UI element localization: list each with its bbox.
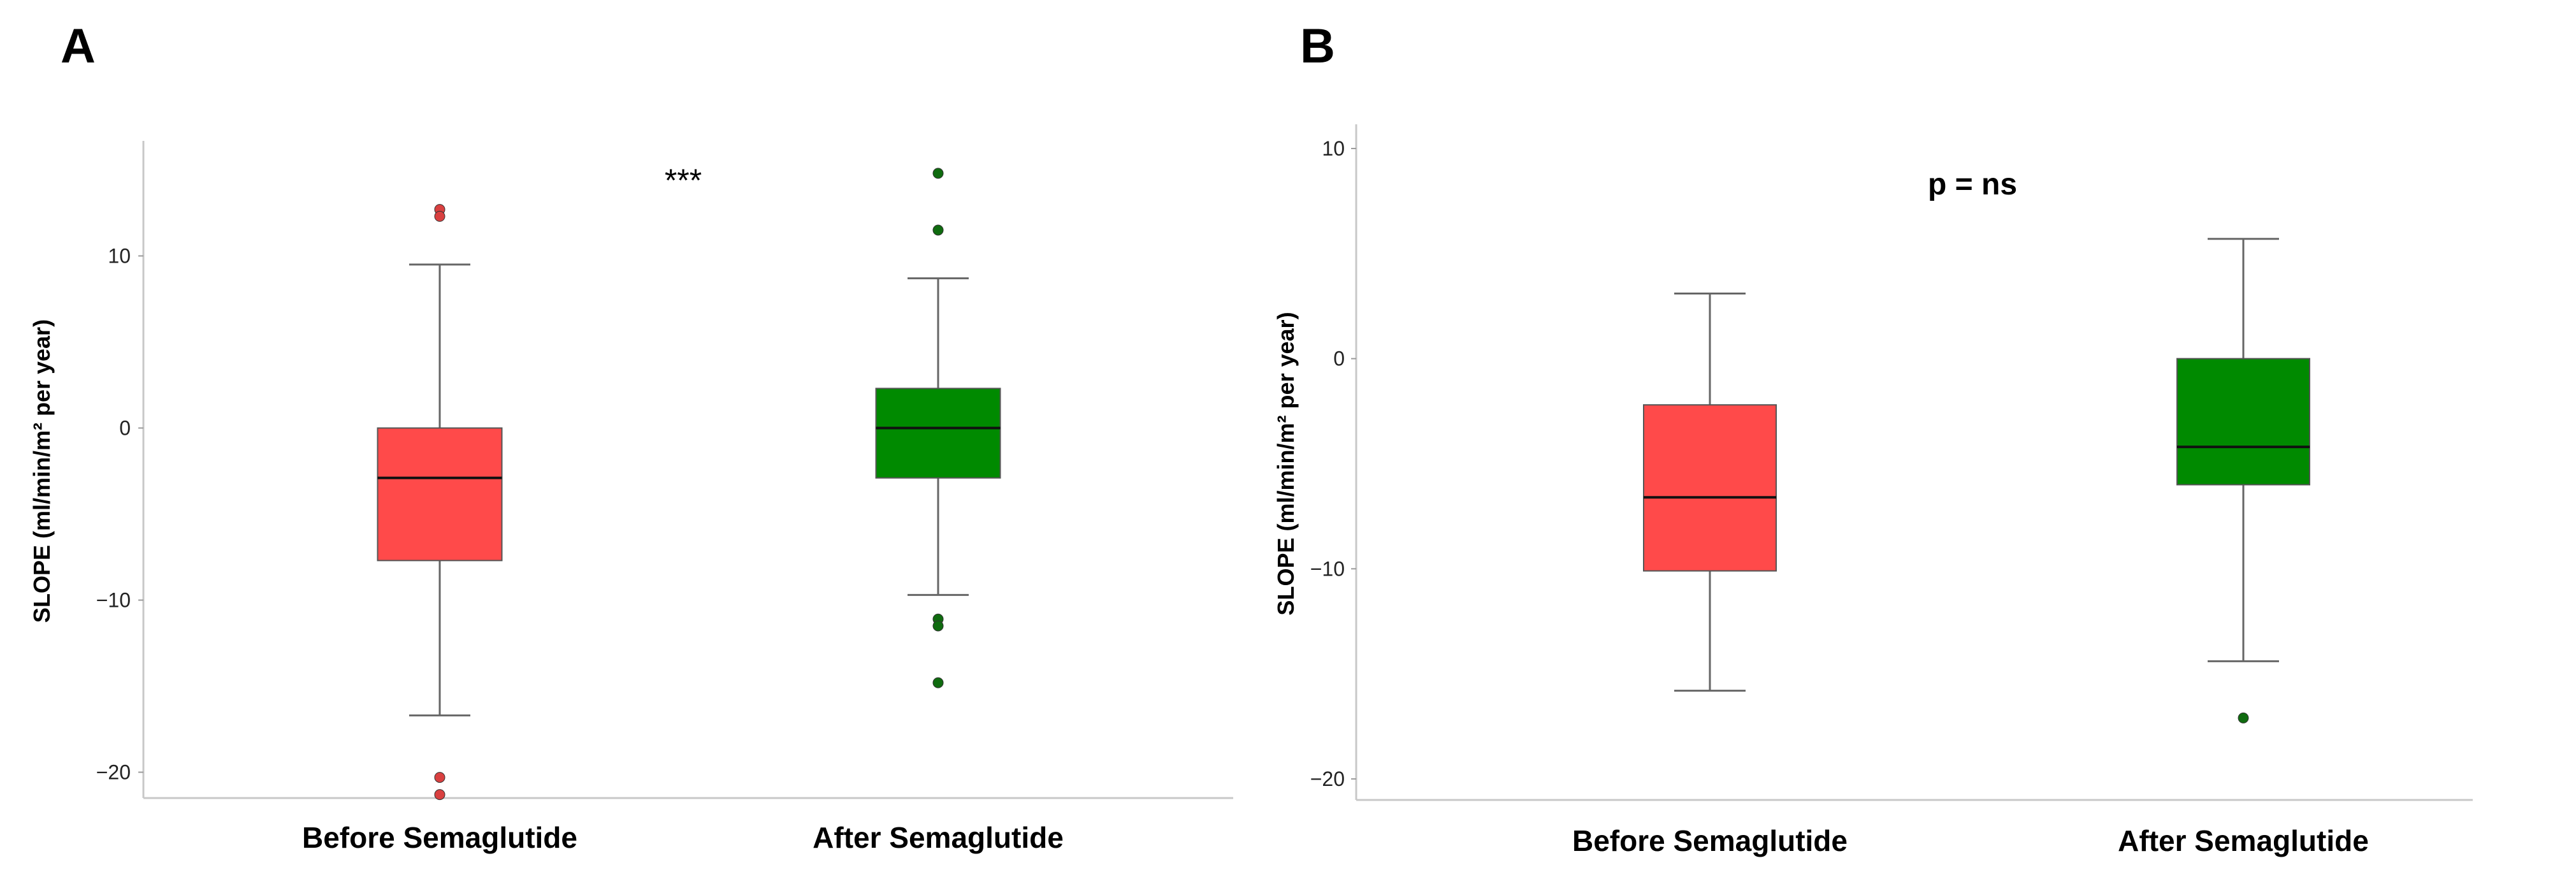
significance-annotation: *** — [665, 163, 702, 198]
iqr-box — [2176, 358, 2310, 486]
panel-b: B p = ns SLOPE (ml/min/m² per year) Befo… — [1273, 19, 2473, 857]
y-tick-label: 0 — [119, 417, 131, 440]
panel-a-label: A — [61, 19, 96, 73]
outlier-point — [434, 789, 445, 801]
y-tick-label: −20 — [1310, 767, 1345, 790]
significance-annotation: p = ns — [1928, 168, 2017, 201]
panel-a: A *** SLOPE (ml/min/m² per year) Before … — [29, 19, 1233, 854]
x-category-label-after: After Semaglutide — [813, 821, 1064, 854]
x-category-label-before: Before Semaglutide — [1572, 824, 1848, 857]
box-after-semaglutide — [875, 168, 1001, 688]
iqr-box — [1643, 404, 1777, 572]
outlier-point — [2238, 712, 2249, 723]
x-category-label-after: After Semaglutide — [2118, 824, 2369, 857]
y-axis-label: SLOPE (ml/min/m² per year) — [1273, 312, 1299, 615]
y-tick-label: −10 — [1310, 557, 1345, 580]
outlier-point — [932, 224, 944, 236]
y-tick-label: −20 — [96, 761, 131, 784]
y-tick-label: 0 — [1333, 347, 1345, 370]
iqr-box — [377, 427, 503, 562]
outlier-point — [932, 620, 944, 632]
box-before-semaglutide — [1643, 292, 1777, 692]
y-tick-label: 10 — [108, 245, 131, 268]
box-after-semaglutide — [2176, 238, 2310, 723]
y-axis-label: SLOPE (ml/min/m² per year) — [29, 319, 55, 623]
outlier-point — [932, 677, 944, 688]
outlier-point — [434, 772, 445, 783]
iqr-box — [875, 388, 1001, 479]
outlier-point — [932, 168, 944, 179]
y-tick-label: −10 — [96, 589, 131, 612]
box-before-semaglutide — [377, 204, 503, 801]
outlier-point — [434, 210, 445, 222]
panel-b-label: B — [1300, 19, 1335, 73]
y-tick-label: 10 — [1322, 137, 1345, 160]
x-category-label-before: Before Semaglutide — [302, 821, 577, 854]
